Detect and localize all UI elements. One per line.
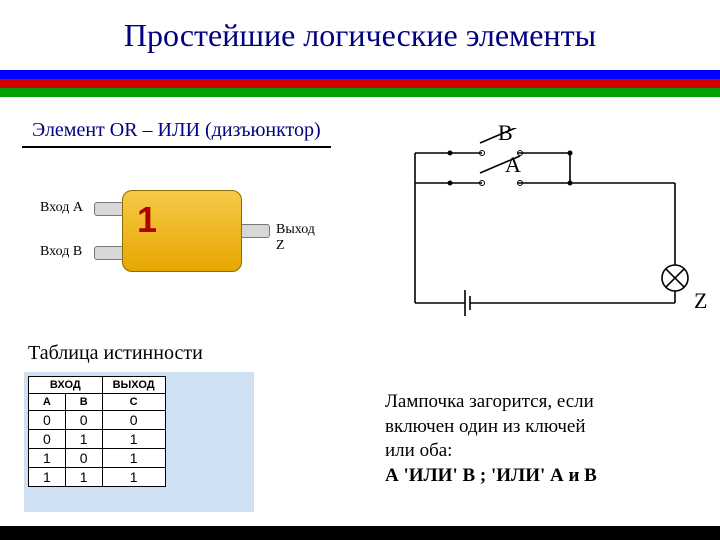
explain-line-2: включен один из ключей — [385, 416, 586, 437]
gate-label-b: Вход В — [40, 244, 82, 260]
footer-bar — [0, 526, 720, 540]
explain-line-4: А 'ИЛИ' В ; 'ИЛИ' А и В — [385, 465, 597, 486]
gate-symbol: 1 — [137, 199, 157, 241]
explain-line-3: или оба: — [385, 440, 452, 461]
stripe-2 — [0, 79, 720, 88]
gate-pin-a — [94, 202, 124, 216]
stripe-3 — [0, 88, 720, 97]
truth-table-panel: ВХОДВЫХОДABC000011101111 — [24, 372, 254, 512]
gate-body: 1 — [122, 190, 242, 272]
stripe-1 — [0, 70, 720, 79]
gate-label-a: Вход А — [40, 200, 83, 216]
gate-pin-z — [240, 224, 270, 238]
explanation-text: Лампочка загорится, если включен один из… — [385, 390, 705, 489]
page-title: Простейшие логические элементы — [124, 17, 596, 54]
circuit-label-a: A — [505, 152, 521, 178]
gate-label-z: Выход Z — [276, 222, 322, 254]
subtitle: Элемент OR – ИЛИ (дизъюнктор) — [22, 115, 331, 148]
circuit-label-b: B — [498, 120, 513, 146]
explain-line-1: Лампочка загорится, если — [385, 391, 594, 412]
circuit-label-z: Z — [694, 288, 707, 314]
circuit-diagram: B A Z — [400, 128, 700, 328]
truth-table-title: Таблица истинности — [28, 342, 203, 365]
gate-pin-b — [94, 246, 124, 260]
truth-table: ВХОДВЫХОДABC000011101111 — [28, 376, 166, 487]
